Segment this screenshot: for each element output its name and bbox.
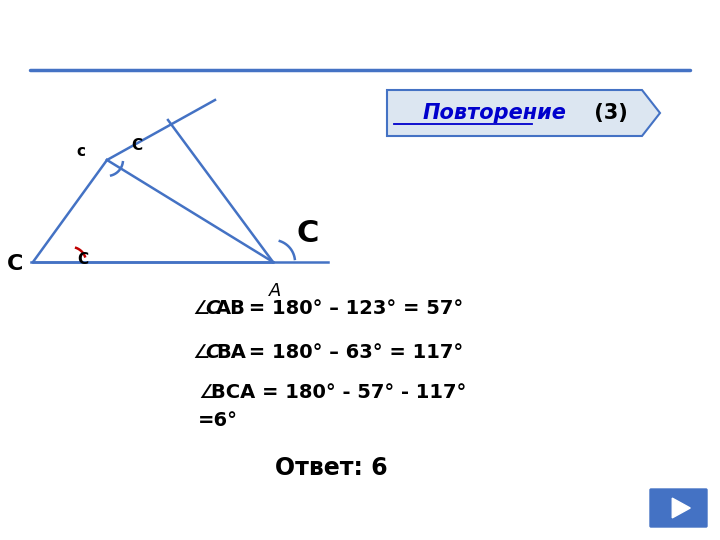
Text: Ответ: 6: Ответ: 6 [275, 456, 387, 480]
Text: ∠: ∠ [192, 342, 210, 361]
Text: BCA = 180° - 57° - 117°: BCA = 180° - 57° - 117° [211, 383, 467, 402]
Text: C: C [205, 342, 220, 361]
Text: = 180° – 123° = 57°: = 180° – 123° = 57° [242, 299, 463, 318]
Text: c: c [76, 145, 85, 159]
Text: = 180° – 63° = 117°: = 180° – 63° = 117° [242, 342, 463, 361]
Text: 4: 4 [693, 511, 702, 526]
Text: ∠: ∠ [198, 383, 215, 402]
Text: AB: AB [216, 299, 246, 318]
Text: ∠: ∠ [192, 299, 210, 318]
Text: C: C [6, 254, 23, 274]
FancyBboxPatch shape [650, 489, 707, 527]
Text: Повторение: Повторение [422, 103, 566, 123]
Text: C: C [77, 253, 88, 267]
Text: A: A [269, 282, 282, 300]
Text: BA: BA [216, 342, 246, 361]
Text: C: C [205, 299, 220, 318]
Text: C: C [131, 138, 142, 153]
Text: C: C [297, 219, 320, 248]
Text: (3): (3) [587, 103, 628, 123]
Polygon shape [672, 498, 690, 518]
Text: =6°: =6° [198, 410, 238, 429]
Polygon shape [387, 90, 660, 136]
